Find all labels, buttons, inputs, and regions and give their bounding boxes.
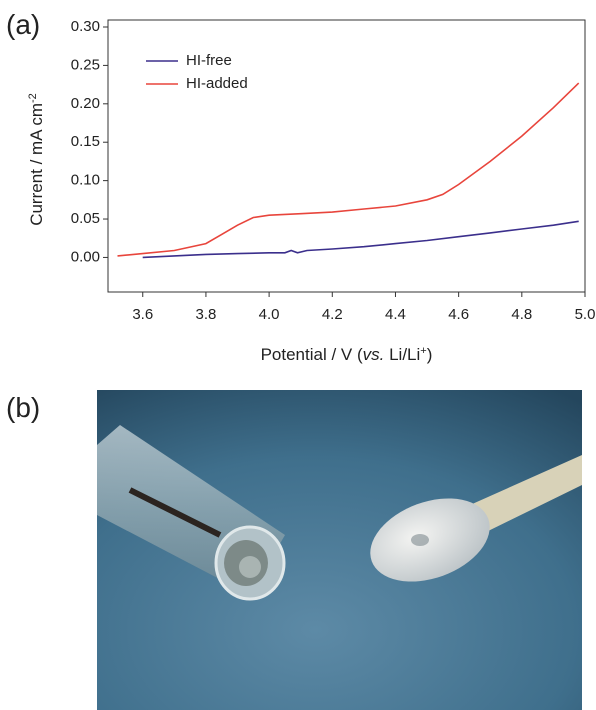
- x-axis-label-part: +: [420, 345, 426, 357]
- y-axis-label-part: Current / mA cm: [27, 103, 46, 226]
- x-tick-label: 4.0: [259, 306, 280, 323]
- legend-label: HI-added: [186, 75, 248, 92]
- x-axis-label-part: Li/Li: [384, 345, 420, 364]
- series-line: [142, 220, 579, 259]
- x-axis-label: Potential / V (vs. Li/Li+): [261, 345, 433, 364]
- chart: (a) 0.00 0.05 0.10 0.15 0.20 0.25 0.30 3.6 3.8 4.…: [6, 9, 596, 364]
- x-tick-label: 5.0: [575, 306, 596, 323]
- x-axis-label-part: Potential / V (: [261, 345, 363, 364]
- y-axis-label-part: -2: [27, 93, 39, 103]
- y-tick-label: 0.15: [71, 133, 100, 150]
- y-axis-label: Current / mA cm-2: [27, 93, 46, 226]
- x-tick-label: 4.2: [322, 306, 343, 323]
- panel-label: (b): [6, 392, 40, 423]
- x-tick-label: 4.8: [511, 306, 532, 323]
- legend-label: HI-free: [186, 52, 232, 69]
- x-axis-label-part: ): [427, 345, 433, 364]
- series-line: [117, 82, 580, 257]
- x-axis-label-part: vs.: [363, 345, 385, 364]
- panel-label: (a): [6, 9, 40, 40]
- plot-frame: [107, 19, 586, 293]
- photo-panel: (b): [6, 390, 582, 710]
- y-tick-label: 0.25: [71, 56, 100, 73]
- cotton-swab: [370, 455, 582, 582]
- x-tick-label: 4.4: [385, 306, 406, 323]
- glass-tube: [97, 425, 286, 601]
- x-tick-label: 3.6: [132, 306, 153, 323]
- y-tick-label: 0.30: [71, 18, 100, 35]
- y-tick-label: 0.20: [71, 95, 100, 112]
- x-tick-label: 3.8: [195, 306, 216, 323]
- y-tick-label: 0.10: [71, 172, 100, 189]
- y-tick-label: 0.00: [71, 248, 100, 265]
- x-tick-label: 4.6: [448, 306, 469, 323]
- y-tick-label: 0.05: [71, 210, 100, 227]
